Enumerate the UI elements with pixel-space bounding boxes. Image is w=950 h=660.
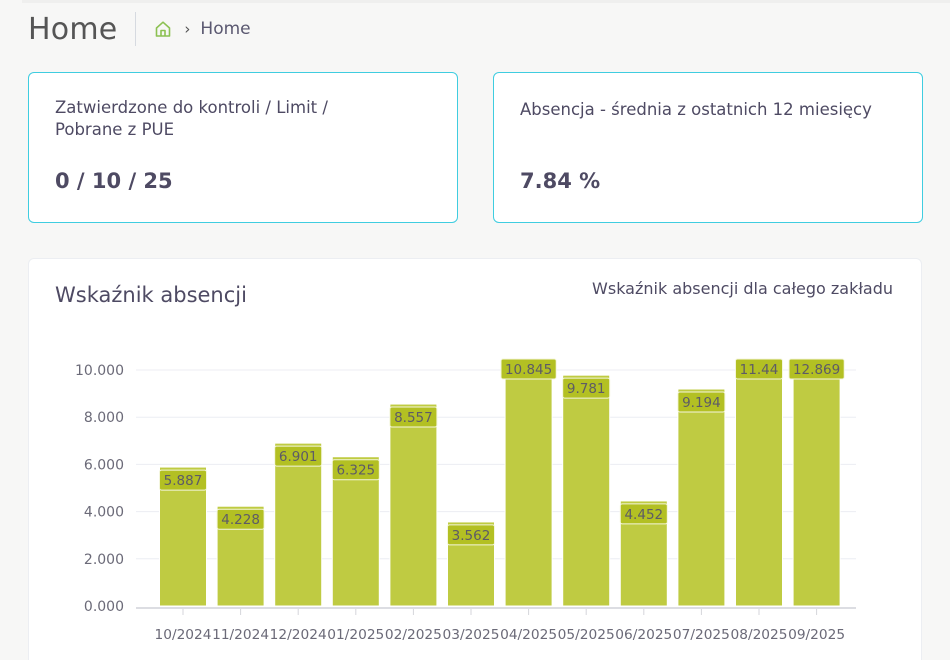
bar-value-label-bg	[788, 358, 845, 380]
chart-title: Wskaźnik absencji	[55, 283, 247, 307]
limits-card-label: Zatwierdzone do kontroli / Limit / Pobra…	[55, 97, 328, 141]
bar-group: 9.194	[677, 388, 726, 607]
bar-group: 9.781	[562, 374, 611, 607]
y-tick-label: 4.000	[84, 505, 124, 521]
header-divider	[135, 12, 137, 46]
x-tick-label: 10/2024	[155, 627, 212, 643]
y-axis: 0.000 2.000 4.000 6.000 8.000 10.000	[75, 363, 124, 615]
y-tick-label: 0.000	[84, 599, 124, 615]
bar-group: 8.557	[389, 403, 438, 607]
x-tick-label: 11/2024	[212, 627, 269, 643]
bar-value-label: 4.452	[624, 507, 663, 523]
bar	[677, 388, 726, 607]
bar-value-label-bg	[216, 508, 265, 530]
bar-group: 12.869	[788, 358, 845, 607]
chart-bars: 5.887 4.228 6.901 6.325 8.557 3.562 10.845 9.78…	[159, 358, 845, 607]
x-tick-label: 06/2025	[615, 627, 672, 643]
bar-group: 4.228	[216, 505, 265, 607]
bar	[792, 360, 841, 607]
x-tick-label: 07/2025	[673, 627, 730, 643]
page-header: Home › Home	[28, 10, 251, 48]
bar-value-label: 3.562	[452, 528, 491, 544]
bar-group: 10.845	[500, 358, 557, 607]
bar-value-label: 9.194	[682, 395, 721, 411]
bar-group: 6.325	[331, 456, 380, 607]
x-tick-label: 08/2025	[731, 627, 788, 643]
y-tick-label: 2.000	[84, 552, 124, 568]
bar-value-label-bg	[274, 445, 323, 467]
limits-card-label-line2: Pobrane z PUE	[55, 120, 175, 139]
x-axis: 10/2024 11/2024 12/2024 01/2025 02/2025 03/20…	[136, 607, 856, 643]
chevron-right-icon: ›	[184, 20, 191, 38]
chart-subtitle: Wskaźnik absencji dla całego zakładu	[592, 279, 893, 298]
home-icon[interactable]	[154, 20, 172, 38]
x-tick-label: 01/2025	[327, 627, 384, 643]
x-tick-label: 03/2025	[443, 627, 500, 643]
page-title: Home	[28, 11, 118, 47]
bar-value-label: 8.557	[394, 410, 433, 426]
bar-value-label: 4.228	[221, 512, 260, 528]
x-tick-label: 05/2025	[558, 627, 615, 643]
bar-value-label-bg	[562, 377, 611, 399]
absence-average-card: Absencja - średnia z ostatnich 12 miesię…	[493, 72, 923, 223]
bar-group: 11.44	[735, 358, 783, 607]
x-tick-label: 09/2025	[788, 627, 845, 643]
bar-value-label: 10.845	[505, 362, 552, 378]
limits-card-label-line1: Zatwierdzone do kontroli / Limit /	[55, 98, 328, 117]
bar	[562, 374, 611, 607]
bar	[331, 456, 380, 607]
y-tick-label: 6.000	[84, 457, 124, 473]
absence-average-value: 7.84 %	[520, 169, 601, 193]
bar-value-label-bg	[619, 503, 668, 525]
bar-value-label-bg	[447, 524, 495, 546]
bar-group: 4.452	[619, 500, 668, 607]
bar-value-label-bg	[389, 406, 438, 428]
bar	[274, 442, 323, 607]
x-tick-label: 12/2024	[270, 627, 327, 643]
bar-value-label: 6.325	[336, 463, 375, 479]
x-tick-label: 02/2025	[385, 627, 442, 643]
bar-value-label-bg	[500, 358, 557, 380]
limits-card-value: 0 / 10 / 25	[55, 169, 173, 193]
breadcrumb: › Home	[154, 19, 251, 39]
x-tick-label: 04/2025	[500, 627, 557, 643]
bar-value-label-bg	[677, 391, 726, 413]
bar-group: 5.887	[159, 466, 207, 607]
bar-value-label: 12.869	[793, 362, 840, 378]
bar-group: 6.901	[274, 442, 323, 607]
bar-value-label-bg	[331, 459, 380, 481]
bar-value-label: 9.781	[567, 381, 606, 397]
bar-value-label: 5.887	[164, 473, 203, 489]
bar	[504, 360, 553, 607]
top-divider	[22, 0, 950, 3]
bar	[389, 403, 438, 607]
bar-value-label: 11.44	[740, 362, 779, 378]
y-tick-label: 8.000	[84, 410, 124, 426]
y-tick-label: 10.000	[75, 363, 124, 379]
bar-value-label-bg	[735, 358, 783, 380]
bar-value-label-bg	[159, 469, 207, 491]
limits-card: Zatwierdzone do kontroli / Limit / Pobra…	[28, 72, 458, 223]
bar-group: 3.562	[447, 521, 495, 607]
absence-average-label: Absencja - średnia z ostatnich 12 miesię…	[520, 100, 872, 119]
bar-value-label: 6.901	[279, 449, 318, 465]
breadcrumb-current: Home	[200, 19, 251, 39]
bar	[735, 360, 783, 607]
